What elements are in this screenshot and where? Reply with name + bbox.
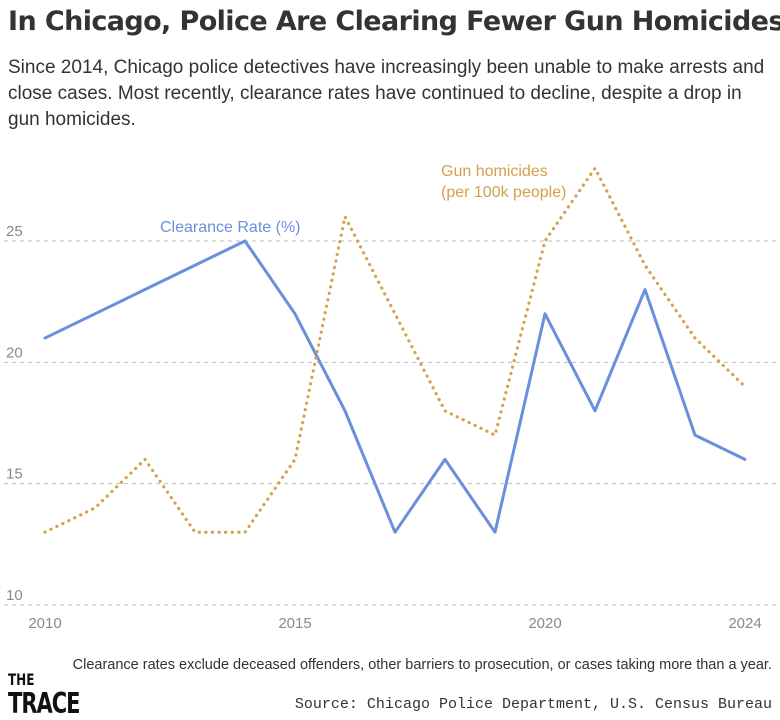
x-tick-label: 2020 [528, 615, 561, 632]
series-line [43, 239, 747, 534]
y-tick-label: 25 [6, 223, 23, 240]
logo-line-2: TRACE [8, 687, 81, 720]
line-chart: 10 15 20 25 2010 2015 2020 2024 Clearance Rate (… [4, 163, 776, 632]
series-label: Clearance Rate (%) [160, 219, 301, 236]
chart-footnote: Clearance rates exclude deceased offende… [72, 657, 772, 673]
chart-source: Source: Chicago Police Department, U.S. … [294, 696, 772, 713]
logo-line-1: THE [8, 670, 35, 689]
chart-title: In Chicago, Police Are Clearing Fewer Gu… [8, 6, 780, 37]
x-tick-label: 2010 [28, 615, 61, 632]
the-trace-logo: THE TRACE [8, 670, 81, 718]
x-tick-label: 2024 [728, 615, 761, 632]
y-tick-label: 10 [6, 587, 23, 604]
series-label: Gun homicides [441, 163, 548, 180]
chart-subtitle: Since 2014, Chicago police detectives ha… [8, 57, 765, 130]
series-line [43, 166, 747, 534]
y-tick-label: 15 [6, 466, 23, 483]
x-tick-label: 2015 [278, 615, 311, 632]
series-label: (per 100k people) [441, 184, 566, 201]
y-tick-label: 20 [6, 344, 23, 361]
